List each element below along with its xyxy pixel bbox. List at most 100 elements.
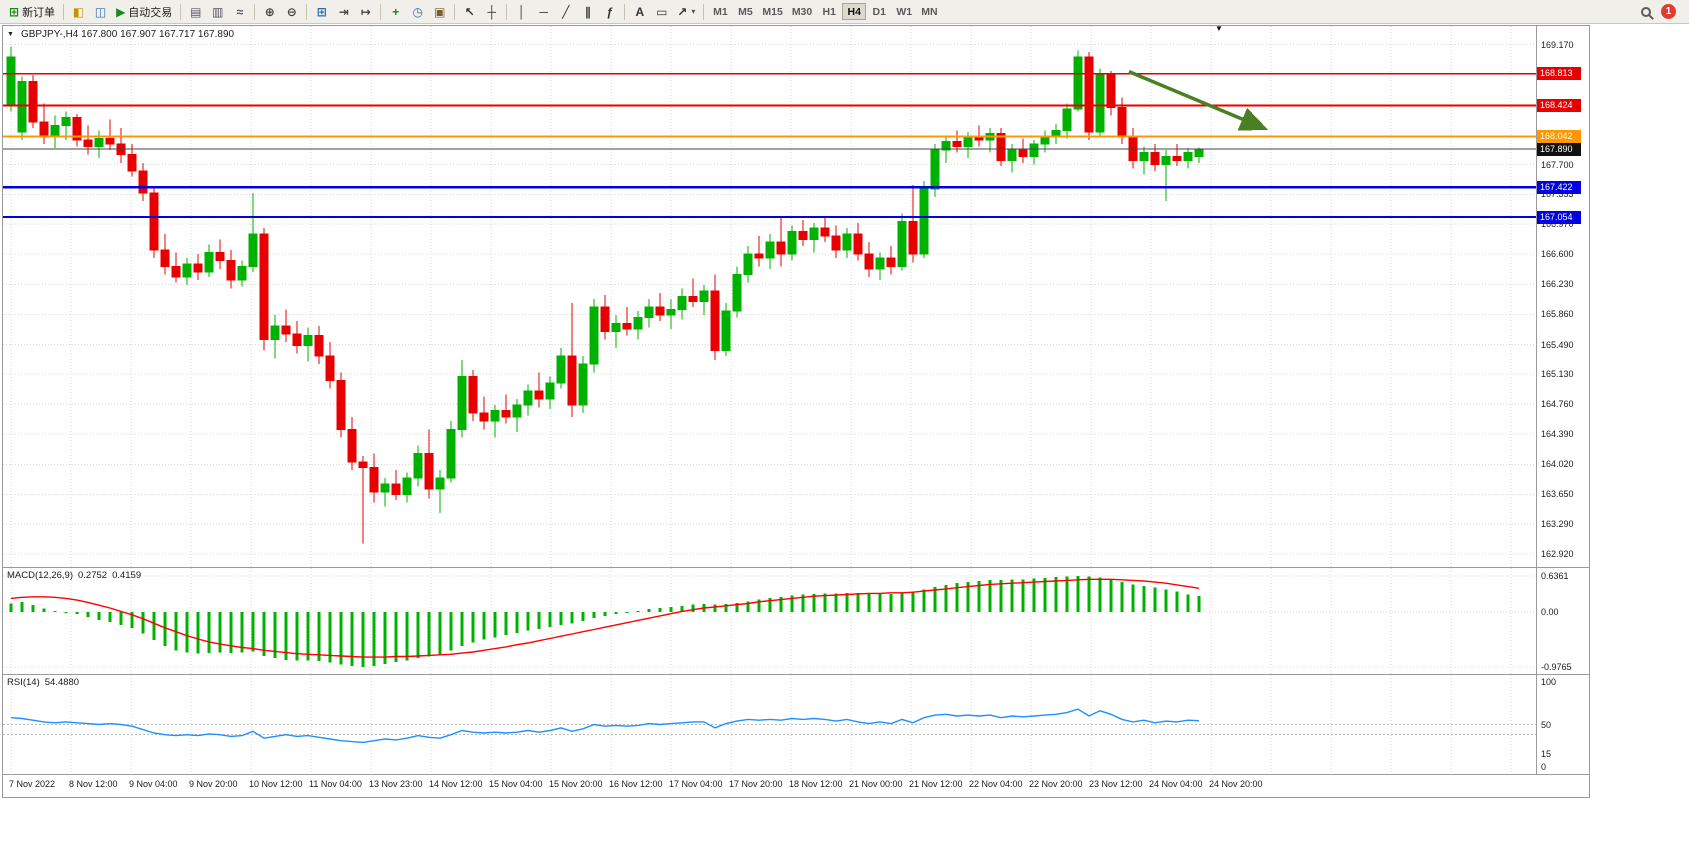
price-badge-168.813: 168.813 xyxy=(1537,67,1581,81)
price-chart-canvas[interactable] xyxy=(3,26,1536,567)
toolbar-separator xyxy=(703,3,705,20)
timeframe-h1[interactable]: H1 xyxy=(822,5,836,18)
new-order-button[interactable]: ⊞ 新订单 xyxy=(5,2,59,22)
macd-chart-canvas[interactable] xyxy=(3,568,1536,674)
timeframe-mn[interactable]: MN xyxy=(921,5,938,18)
toolbar-separator xyxy=(506,3,508,20)
price-axis[interactable]: 169.170 167.700 167.333 166.970 166.600 166.2… xyxy=(1536,26,1589,567)
tile-windows-button[interactable]: ⊞ xyxy=(311,2,332,22)
bars-button[interactable]: ▤ xyxy=(185,2,206,22)
time-axis-label: 9 Nov 20:00 xyxy=(189,779,238,789)
cursor-icon: ↖ xyxy=(464,4,475,19)
timeframe-m30[interactable]: M30 xyxy=(791,5,813,18)
cursor-button[interactable]: ↖ xyxy=(459,2,480,22)
periods-icon: ◷ xyxy=(412,4,424,19)
price-axis-label: 162.920 xyxy=(1541,548,1574,559)
time-axis-label: 11 Nov 04:00 xyxy=(309,779,362,789)
rsi-axis[interactable]: 100 50 15 0 xyxy=(1536,675,1589,774)
zoom-out-button[interactable]: ⊖ xyxy=(281,2,302,22)
time-axis-label: 9 Nov 04:00 xyxy=(129,779,178,789)
fibonacci-icon: ƒ xyxy=(606,4,614,19)
price-pane[interactable]: ▼ GBPJPY-,H4 167.800 167.907 167.717 167… xyxy=(3,24,1589,567)
time-axis-label: 8 Nov 12:00 xyxy=(69,779,118,789)
new-order-icon: ⊞ xyxy=(9,4,20,19)
rsi-pane[interactable]: RSI(14) 54.4880 100 50 15 0 xyxy=(3,674,1589,774)
market-watch-button[interactable]: ◧ xyxy=(68,2,89,22)
timeframe-w1[interactable]: W1 xyxy=(896,5,913,18)
data-window-icon: ◫ xyxy=(94,4,107,19)
chart-title-text: GBPJPY-,H4 167.800 167.907 167.717 167.8… xyxy=(20,29,235,40)
candles-button[interactable]: ▥ xyxy=(207,2,228,22)
timeframe-d1[interactable]: D1 xyxy=(872,5,886,18)
channel-button[interactable]: ∥ xyxy=(577,2,598,22)
timeframe-m15[interactable]: M15 xyxy=(762,5,783,18)
text-button[interactable]: A xyxy=(629,2,650,22)
fibonacci-button[interactable]: ƒ xyxy=(599,2,620,22)
auto-trading-button[interactable]: ▶ 自动交易 xyxy=(112,2,176,22)
price-axis-label: 167.700 xyxy=(1541,159,1574,170)
horizontal-line-icon: ─ xyxy=(539,4,549,19)
zoom-in-button[interactable]: ⊕ xyxy=(259,2,280,22)
macd-axis[interactable]: 0.6361 0.00 -0.9765 xyxy=(1536,568,1589,674)
search-icon[interactable] xyxy=(1641,6,1651,17)
rsi-name: RSI(14) xyxy=(7,677,40,688)
timeframe-h4[interactable]: H4 xyxy=(842,3,867,20)
time-axis-label: 24 Nov 04:00 xyxy=(1149,779,1203,789)
price-axis-label: 165.490 xyxy=(1541,339,1574,350)
time-axis-label: 22 Nov 04:00 xyxy=(969,779,1023,789)
auto-trading-icon: ▶ xyxy=(116,4,126,19)
vline-button[interactable]: │ xyxy=(511,2,532,22)
rsi-axis-label: 15 xyxy=(1541,749,1552,760)
chart-shift-marker[interactable]: ▼ xyxy=(1215,24,1223,33)
line-chart-icon: ≈ xyxy=(236,4,244,19)
macd-name: MACD(12,26,9) xyxy=(7,570,73,581)
auto-scroll-icon: ⇥ xyxy=(338,4,349,19)
time-axis-label: 24 Nov 20:00 xyxy=(1209,779,1263,789)
price-axis-label: 164.760 xyxy=(1541,399,1574,410)
time-axis-label: 13 Nov 23:00 xyxy=(369,779,423,789)
indicators-button[interactable]: + xyxy=(385,2,406,22)
macd-pane[interactable]: MACD(12,26,9) 0.2752 0.4159 0.6361 0.00 -0… xyxy=(3,567,1589,674)
price-badge-167.422: 167.422 xyxy=(1537,180,1581,194)
notification-badge[interactable]: 1 xyxy=(1661,4,1676,19)
price-axis-label: 165.860 xyxy=(1541,309,1574,320)
chart-menu-icon[interactable]: ▼ xyxy=(7,31,14,38)
toolbar: ⊞ 新订单 ◧ ◫ ▶ 自动交易 ▤ ▥ ≈ ⊕ ⊖ ⊞ ⇥ ↦ + ◷ ▣ ↖ ┼ │ ─ ╱ ∥ ƒ A ▭ ↗ ▾ M1 M5 M15… xyxy=(0,0,1689,24)
time-axis-label: 10 Nov 12:00 xyxy=(249,779,303,789)
chart-shift-button[interactable]: ↦ xyxy=(355,2,376,22)
timeframe-m5[interactable]: M5 xyxy=(738,5,753,18)
price-axis-label: 167.333 xyxy=(1541,189,1574,200)
hline-button[interactable]: ─ xyxy=(533,2,554,22)
price-axis-label: 163.290 xyxy=(1541,518,1574,529)
time-axis[interactable]: 7 Nov 2022 8 Nov 12:00 9 Nov 04:00 9 Nov 20… xyxy=(3,774,1589,797)
price-axis-label: 164.390 xyxy=(1541,429,1574,440)
price-axis-label: 166.600 xyxy=(1541,249,1574,260)
line-chart-button[interactable]: ≈ xyxy=(229,2,250,22)
auto-scroll-button[interactable]: ⇥ xyxy=(333,2,354,22)
price-axis-label: 165.130 xyxy=(1541,368,1574,379)
time-axis-label: 18 Nov 12:00 xyxy=(789,779,843,789)
toolbar-separator xyxy=(624,3,626,20)
arrows-button[interactable]: ↗ ▾ xyxy=(673,2,699,22)
toolbar-separator xyxy=(454,3,456,20)
toolbar-separator xyxy=(380,3,382,20)
rsi-line xyxy=(10,708,1200,744)
rsi-chart-canvas[interactable] xyxy=(3,675,1536,774)
chart-title: ▼ GBPJPY-,H4 167.800 167.907 167.717 167… xyxy=(7,29,234,40)
channel-icon: ∥ xyxy=(584,4,591,19)
macd-axis-label: 0.00 xyxy=(1541,606,1559,617)
periods-button[interactable]: ◷ xyxy=(407,2,428,22)
trendline-button[interactable]: ╱ xyxy=(555,2,576,22)
time-axis-label: 22 Nov 20:00 xyxy=(1029,779,1083,789)
macd-histogram xyxy=(9,575,1201,668)
crosshair-icon: ┼ xyxy=(487,4,497,19)
timeframe-m1[interactable]: M1 xyxy=(713,5,728,18)
label-button[interactable]: ▭ xyxy=(651,2,672,22)
indicators-icon: + xyxy=(392,4,400,19)
crosshair-button[interactable]: ┼ xyxy=(481,2,502,22)
data-window-button[interactable]: ◫ xyxy=(90,2,111,22)
rsi-axis-label: 0 xyxy=(1541,762,1547,773)
rsi-axis-label: 50 xyxy=(1541,719,1552,730)
templates-button[interactable]: ▣ xyxy=(429,2,450,22)
time-axis-label: 23 Nov 12:00 xyxy=(1089,779,1143,789)
